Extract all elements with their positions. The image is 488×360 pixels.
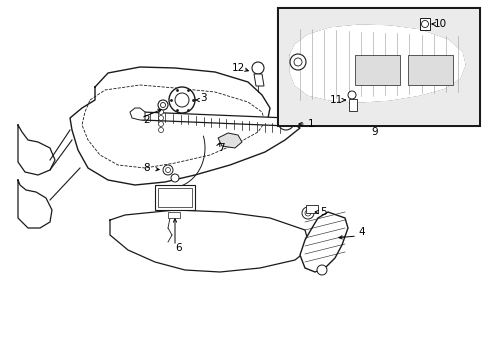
Circle shape <box>165 167 170 172</box>
Polygon shape <box>18 125 55 175</box>
Text: 7: 7 <box>218 143 224 153</box>
Bar <box>280 10 477 124</box>
Bar <box>407 55 452 85</box>
Polygon shape <box>218 133 242 148</box>
Bar <box>168 212 180 218</box>
Bar <box>278 8 479 126</box>
Text: 6: 6 <box>175 243 181 253</box>
Circle shape <box>160 103 165 108</box>
Circle shape <box>316 265 326 275</box>
Circle shape <box>175 93 189 107</box>
Circle shape <box>282 118 289 126</box>
Circle shape <box>421 21 427 27</box>
Bar <box>155 185 195 210</box>
Text: 2: 2 <box>142 115 149 125</box>
Circle shape <box>158 116 163 121</box>
Text: 11: 11 <box>329 95 343 105</box>
Circle shape <box>278 114 293 130</box>
Text: 8: 8 <box>142 163 149 173</box>
Polygon shape <box>142 112 287 126</box>
Text: 4: 4 <box>357 227 364 237</box>
Circle shape <box>158 100 168 110</box>
Bar <box>419 18 429 30</box>
Polygon shape <box>70 67 299 185</box>
Bar <box>158 188 192 207</box>
Polygon shape <box>289 25 464 102</box>
Bar <box>348 99 356 111</box>
Circle shape <box>163 165 173 175</box>
Circle shape <box>289 54 305 70</box>
Polygon shape <box>299 212 347 272</box>
Circle shape <box>305 210 310 216</box>
Bar <box>305 205 317 213</box>
Circle shape <box>158 127 163 132</box>
Circle shape <box>171 174 179 182</box>
Polygon shape <box>110 210 309 272</box>
Bar <box>354 55 399 85</box>
Text: 9: 9 <box>371 127 378 137</box>
Circle shape <box>251 62 264 74</box>
Circle shape <box>293 58 302 66</box>
Text: 1: 1 <box>307 119 314 129</box>
Text: 10: 10 <box>433 19 446 29</box>
Polygon shape <box>253 74 264 86</box>
Polygon shape <box>18 180 52 228</box>
Text: 3: 3 <box>200 93 206 103</box>
Text: 12: 12 <box>231 63 245 73</box>
Circle shape <box>169 87 195 113</box>
Circle shape <box>347 91 355 99</box>
Circle shape <box>158 109 163 114</box>
Circle shape <box>302 207 313 219</box>
Polygon shape <box>130 108 145 120</box>
Circle shape <box>158 122 163 126</box>
Text: 5: 5 <box>319 207 326 217</box>
